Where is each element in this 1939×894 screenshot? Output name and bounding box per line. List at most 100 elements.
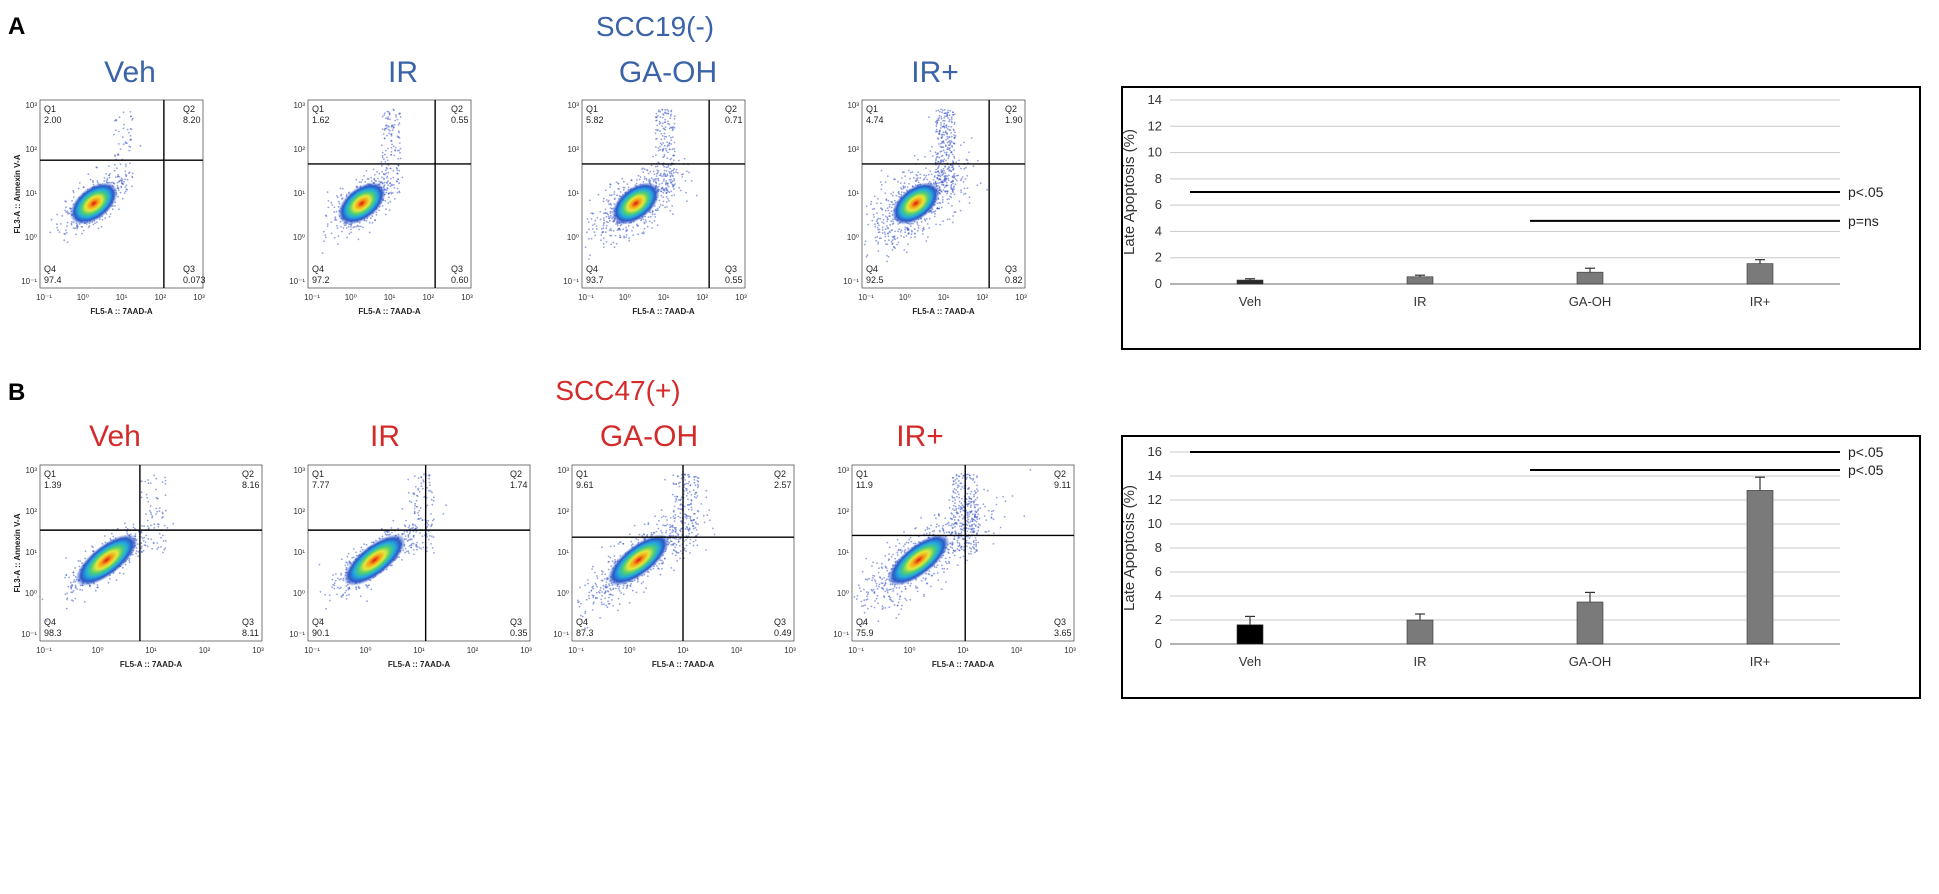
event-dot xyxy=(360,181,363,184)
event-dot xyxy=(140,542,143,545)
event-dot xyxy=(607,555,610,558)
event-dot xyxy=(689,517,692,520)
event-dot xyxy=(363,175,365,177)
event-dot xyxy=(353,226,356,228)
event-dot xyxy=(386,175,389,178)
x-tick-label: 10³ xyxy=(461,293,473,302)
event-dot xyxy=(887,239,890,242)
event-dot xyxy=(666,523,669,526)
event-dot xyxy=(681,176,684,178)
event-dot xyxy=(664,112,666,114)
event-dot xyxy=(372,168,375,171)
event-dot xyxy=(387,202,390,204)
event-dot xyxy=(374,219,377,222)
event-dot xyxy=(386,159,389,162)
x-axis-label: FL5-A :: 7AAD-A xyxy=(358,307,421,316)
event-dot xyxy=(943,125,946,128)
y-tick-label: 10⁻¹ xyxy=(289,277,305,286)
event-dot xyxy=(612,605,615,607)
event-dot xyxy=(672,159,675,162)
event-dot xyxy=(654,165,657,168)
event-dot xyxy=(147,538,150,540)
event-dot xyxy=(398,131,401,134)
event-dot xyxy=(145,534,148,537)
event-dot xyxy=(431,546,434,549)
event-dot xyxy=(949,129,952,132)
event-dot xyxy=(64,576,66,579)
y-tick-label: 10⁻¹ xyxy=(563,277,579,286)
event-dot xyxy=(393,154,396,157)
event-dot xyxy=(344,591,346,594)
event-dot xyxy=(388,196,390,199)
event-dot xyxy=(129,127,132,130)
event-dot xyxy=(140,496,143,499)
event-dot xyxy=(946,175,949,178)
event-dot xyxy=(928,116,930,119)
event-dot xyxy=(393,184,395,186)
event-dot xyxy=(976,184,979,187)
q1-value: 2.00 xyxy=(44,115,62,125)
event-dot xyxy=(675,544,678,546)
event-dot xyxy=(340,194,342,197)
event-dot xyxy=(936,176,939,179)
y-axis-label: FL3-A :: Annexin V-A xyxy=(13,154,22,233)
y-tick-label: 10³ xyxy=(293,466,305,475)
event-dot xyxy=(953,142,956,145)
event-dot xyxy=(650,164,653,167)
event-dot xyxy=(896,237,899,240)
event-dot xyxy=(628,239,631,242)
y-tick-label: 10¹ xyxy=(25,189,37,198)
event-dot xyxy=(94,589,97,592)
event-dot xyxy=(908,183,910,185)
event-dot xyxy=(922,226,925,229)
event-dot xyxy=(56,213,58,216)
event-dot xyxy=(950,186,953,189)
event-dot xyxy=(365,543,368,546)
event-dot xyxy=(687,529,690,532)
event-dot xyxy=(617,543,620,545)
event-dot xyxy=(386,147,389,150)
event-dot xyxy=(874,223,876,226)
event-dot xyxy=(684,473,686,476)
event-dot xyxy=(645,221,647,223)
event-dot xyxy=(668,200,670,202)
event-dot xyxy=(672,534,675,537)
event-dot xyxy=(103,180,106,182)
event-dot xyxy=(146,545,149,548)
event-dot xyxy=(618,541,621,544)
q1-label: Q1 xyxy=(312,104,324,114)
event-dot xyxy=(149,505,152,507)
event-dot xyxy=(109,537,112,540)
event-dot xyxy=(357,238,360,241)
event-dot xyxy=(946,115,949,117)
event-dot xyxy=(603,603,605,606)
sample-title: IR+ xyxy=(911,56,959,89)
event-dot xyxy=(955,161,957,164)
event-dot xyxy=(124,141,127,144)
event-dot xyxy=(120,186,123,189)
event-dot xyxy=(935,159,937,162)
event-dot xyxy=(690,494,693,496)
event-dot xyxy=(942,149,945,152)
event-dot xyxy=(694,491,697,494)
event-dot xyxy=(637,538,640,541)
event-dot xyxy=(697,477,700,480)
event-dot xyxy=(664,206,666,209)
event-dot xyxy=(886,218,889,221)
event-dot xyxy=(365,219,368,222)
event-dot xyxy=(619,228,622,231)
event-dot xyxy=(429,535,431,537)
event-dot xyxy=(401,559,403,561)
event-dot xyxy=(680,498,682,501)
event-dot xyxy=(155,513,158,515)
event-dot xyxy=(943,170,946,172)
event-dot xyxy=(428,481,431,484)
event-dot xyxy=(607,568,610,571)
event-dot xyxy=(605,227,608,230)
q4-value: 98.3 xyxy=(44,628,62,638)
event-dot xyxy=(355,551,357,554)
x-tick-label: 10⁰ xyxy=(359,646,371,655)
event-dot xyxy=(74,227,76,230)
event-dot xyxy=(390,150,393,153)
event-dot xyxy=(909,225,912,228)
